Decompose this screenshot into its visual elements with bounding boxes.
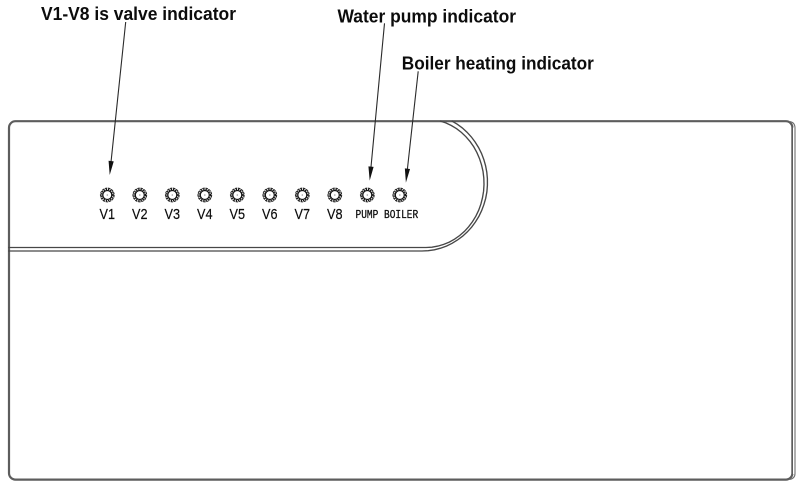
svg-text:V4: V4 [197,206,213,223]
svg-text:V5: V5 [230,206,246,223]
svg-text:V8: V8 [327,206,343,223]
svg-text:PUMP BOILER: PUMP BOILER [356,208,419,222]
svg-text:V3: V3 [165,206,181,223]
svg-text:V6: V6 [262,206,278,223]
svg-text:V2: V2 [132,206,148,223]
svg-text:Water pump indicator: Water pump indicator [338,6,517,27]
svg-text:V7: V7 [295,206,311,223]
svg-text:Boiler heating indicator: Boiler heating indicator [402,52,594,73]
svg-text:V1-V8 is valve indicator: V1-V8 is valve indicator [41,3,236,24]
svg-text:V1: V1 [100,206,116,223]
